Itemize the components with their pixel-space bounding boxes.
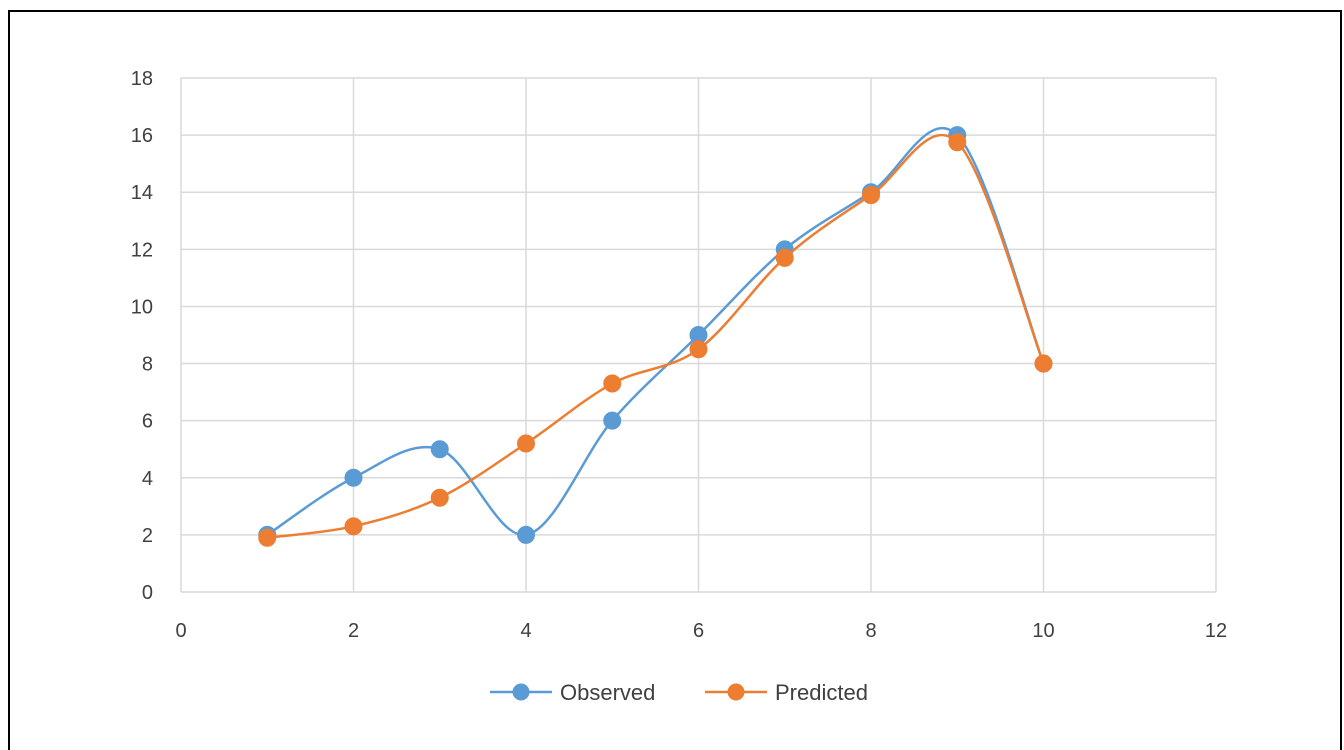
data-point-predicted <box>689 340 708 359</box>
x-axis-ticks: 0 2 4 6 8 10 12 <box>175 620 1227 642</box>
legend-swatch-marker <box>512 683 530 701</box>
series-group <box>258 126 1053 547</box>
y-tick-label: 0 <box>142 582 153 604</box>
y-tick-label: 4 <box>142 468 153 490</box>
legend-swatch-marker <box>727 683 745 701</box>
legend-label: Predicted <box>775 680 868 705</box>
data-point-observed <box>603 411 622 430</box>
y-tick-label: 12 <box>131 239 153 261</box>
x-tick-label: 2 <box>348 620 359 642</box>
chart-frame <box>8 10 1342 750</box>
data-point-predicted <box>430 488 449 507</box>
data-point-observed <box>344 468 363 487</box>
x-tick-label: 0 <box>175 620 186 642</box>
y-tick-label: 18 <box>131 68 153 90</box>
series-line-observed <box>266 126 1045 537</box>
y-tick-label: 14 <box>131 182 153 204</box>
x-tick-label: 6 <box>693 620 704 642</box>
data-point-predicted <box>775 248 794 267</box>
x-tick-label: 8 <box>865 620 876 642</box>
legend-item-observed: Observed <box>490 680 655 705</box>
x-tick-label: 10 <box>1032 620 1054 642</box>
data-point-predicted <box>344 517 363 536</box>
y-tick-label: 16 <box>131 125 153 147</box>
data-point-predicted <box>862 186 880 205</box>
y-tick-label: 8 <box>142 354 153 376</box>
y-axis-ticks: 0 2 4 6 8 10 12 14 16 18 <box>131 68 153 604</box>
data-point-predicted <box>1034 354 1053 373</box>
data-point-predicted <box>948 133 967 152</box>
data-point-predicted <box>603 374 622 393</box>
legend: Observed Predicted <box>490 680 868 705</box>
series-observed <box>258 126 1053 544</box>
legend-label: Observed <box>560 680 655 705</box>
y-tick-label: 2 <box>142 525 153 547</box>
data-point-predicted <box>517 434 535 453</box>
legend-item-predicted: Predicted <box>705 680 868 705</box>
y-tick-label: 6 <box>142 411 153 433</box>
y-tick-label: 10 <box>131 296 153 318</box>
data-point-observed <box>430 440 449 459</box>
data-point-observed <box>517 525 535 544</box>
x-tick-label: 12 <box>1205 620 1227 642</box>
x-tick-label: 4 <box>520 620 531 642</box>
data-point-predicted <box>258 528 277 547</box>
series-predicted <box>258 133 1053 547</box>
